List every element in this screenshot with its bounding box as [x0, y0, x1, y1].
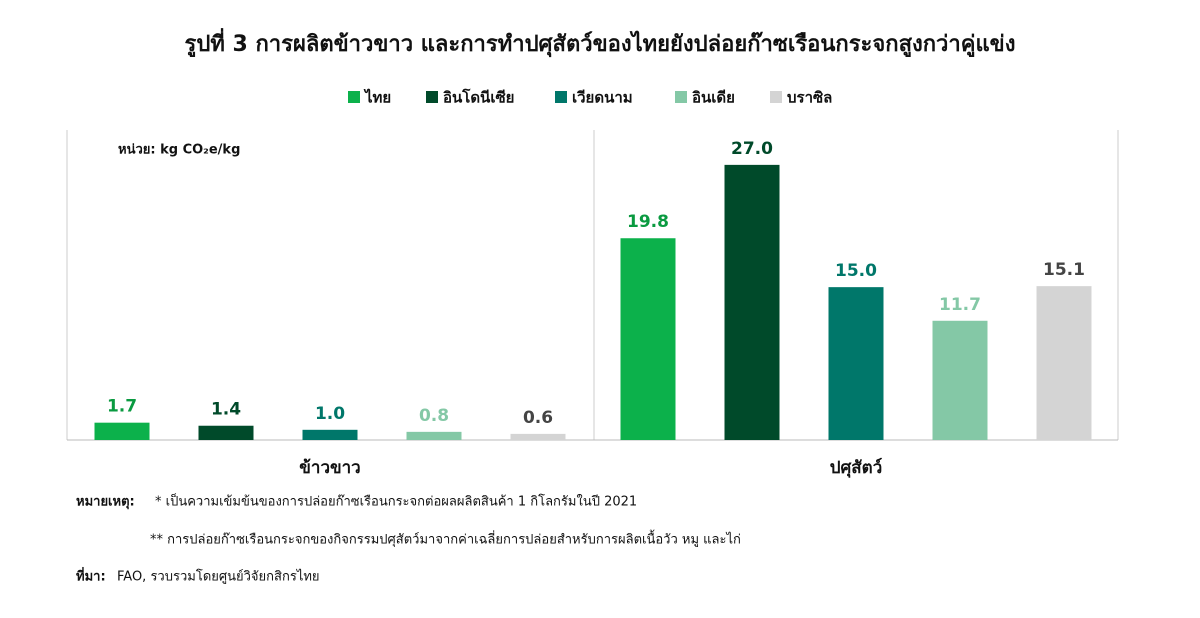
- bar: [932, 320, 988, 440]
- value-label: 1.7: [107, 397, 137, 417]
- legend-label: เวียดนาม: [572, 89, 633, 107]
- bar: [94, 422, 150, 440]
- value-label: 1.0: [315, 404, 345, 424]
- legend-label: อินโดนีเซีย: [443, 88, 514, 107]
- x-tick-label: ข้าวขาว: [299, 458, 360, 478]
- x-tick-label: ปศุสัตว์: [830, 457, 883, 478]
- value-label: 19.8: [627, 212, 669, 232]
- value-label: 15.0: [835, 261, 877, 281]
- bar: [1036, 286, 1092, 440]
- note: * เป็นความเข้มข้นของการปล่อยก๊าซเรือนกระ…: [155, 492, 637, 510]
- legend-swatch: [770, 91, 782, 103]
- unit-label: หน่วย: kg CO₂e/kg: [118, 143, 240, 158]
- legend-swatch: [426, 91, 438, 103]
- legend-swatch: [555, 91, 567, 103]
- value-label: 27.0: [731, 139, 773, 159]
- value-label: 0.8: [419, 406, 449, 426]
- source-label: ที่มา:: [76, 567, 106, 585]
- source-text: FAO, รวบรวมโดยศูนย์วิจัยกสิกรไทย: [117, 569, 320, 585]
- legend-label: อินเดีย: [692, 89, 735, 107]
- bar: [724, 164, 780, 440]
- legend-label: บราซิล: [787, 89, 832, 107]
- bar: [620, 238, 676, 440]
- note: ** การปล่อยก๊าซเรือนกระจกของกิจกรรมปศุสั…: [150, 530, 741, 548]
- value-label: 1.4: [211, 400, 241, 420]
- bar: [406, 431, 462, 440]
- value-label: 11.7: [939, 295, 981, 315]
- value-label: 0.6: [523, 408, 553, 428]
- value-label: 15.1: [1043, 260, 1085, 280]
- legend-swatch: [675, 91, 687, 103]
- bar: [828, 287, 884, 440]
- legend-swatch: [348, 91, 360, 103]
- chart-title: รูปที่ 3 การผลิตข้าวขาว และการทำปศุสัตว์…: [185, 27, 1016, 58]
- notes-label: หมายเหตุ:: [76, 495, 135, 510]
- bar: [510, 433, 566, 440]
- legend-label: ไทย: [363, 88, 391, 107]
- bar: [198, 425, 254, 440]
- bar: [302, 429, 358, 440]
